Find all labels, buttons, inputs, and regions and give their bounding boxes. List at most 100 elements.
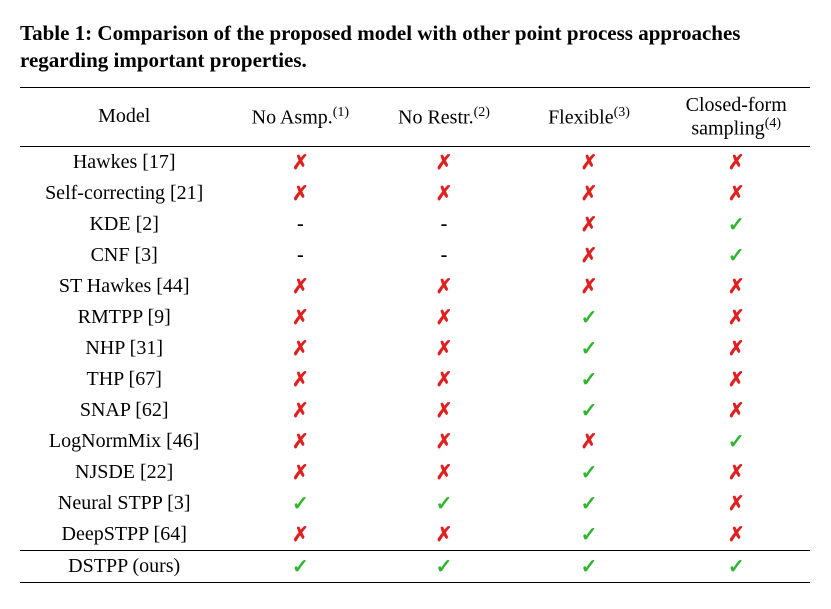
cross-icon: ✗ bbox=[581, 245, 598, 267]
property-cell: ✗ bbox=[228, 457, 372, 488]
property-cell: ✗ bbox=[372, 147, 515, 179]
cross-icon: ✗ bbox=[292, 307, 309, 329]
property-cell: ✗ bbox=[662, 488, 810, 519]
cross-icon: ✗ bbox=[292, 152, 309, 174]
check-icon: ✓ bbox=[728, 214, 745, 236]
col-header-flexible: Flexible(3) bbox=[516, 87, 663, 147]
property-cell: ✗ bbox=[228, 426, 372, 457]
table-row: SNAP [62]✗✗✓✗ bbox=[20, 395, 810, 426]
property-cell: ✗ bbox=[516, 209, 663, 240]
property-cell: ✗ bbox=[516, 426, 663, 457]
property-cell: - bbox=[228, 240, 372, 271]
property-cell: ✓ bbox=[372, 488, 515, 519]
dash-icon: - bbox=[441, 244, 448, 266]
cross-icon: ✗ bbox=[728, 183, 745, 205]
table-row: Self-correcting [21]✗✗✗✗ bbox=[20, 178, 810, 209]
cross-icon: ✗ bbox=[436, 524, 453, 546]
property-cell: ✓ bbox=[372, 551, 515, 583]
check-icon: ✓ bbox=[728, 556, 745, 578]
cross-icon: ✗ bbox=[292, 431, 309, 453]
property-cell: ✓ bbox=[516, 519, 663, 551]
table-row: DeepSTPP [64]✗✗✓✗ bbox=[20, 519, 810, 551]
model-name-cell: THP [67] bbox=[20, 364, 228, 395]
dash-icon: - bbox=[297, 213, 304, 235]
model-name-cell: NHP [31] bbox=[20, 333, 228, 364]
property-cell: ✗ bbox=[662, 178, 810, 209]
cross-icon: ✗ bbox=[436, 152, 453, 174]
check-icon: ✓ bbox=[581, 338, 598, 360]
property-cell: ✗ bbox=[228, 271, 372, 302]
cross-icon: ✗ bbox=[292, 462, 309, 484]
model-name-cell: DSTPP (ours) bbox=[20, 551, 228, 583]
property-cell: ✓ bbox=[516, 364, 663, 395]
table-row-ours: DSTPP (ours)✓✓✓✓ bbox=[20, 551, 810, 583]
col-header-no-restr-sup: (2) bbox=[474, 105, 490, 120]
model-name-cell: Neural STPP [3] bbox=[20, 488, 228, 519]
property-cell: ✓ bbox=[516, 333, 663, 364]
cross-icon: ✗ bbox=[728, 152, 745, 174]
property-cell: ✗ bbox=[372, 302, 515, 333]
model-name-cell: ST Hawkes [44] bbox=[20, 271, 228, 302]
check-icon: ✓ bbox=[292, 556, 309, 578]
property-cell: - bbox=[372, 209, 515, 240]
cross-icon: ✗ bbox=[436, 183, 453, 205]
property-cell: ✗ bbox=[228, 364, 372, 395]
property-cell: ✗ bbox=[228, 147, 372, 179]
property-cell: ✗ bbox=[228, 333, 372, 364]
cross-icon: ✗ bbox=[728, 400, 745, 422]
property-cell: ✗ bbox=[372, 426, 515, 457]
cross-icon: ✗ bbox=[292, 400, 309, 422]
cross-icon: ✗ bbox=[728, 524, 745, 546]
col-header-no-asmp-sup: (1) bbox=[333, 105, 349, 120]
dash-icon: - bbox=[297, 244, 304, 266]
table-row: ST Hawkes [44]✗✗✗✗ bbox=[20, 271, 810, 302]
property-cell: ✓ bbox=[228, 551, 372, 583]
model-name-cell: SNAP [62] bbox=[20, 395, 228, 426]
col-header-flexible-label: Flexible bbox=[548, 106, 614, 128]
col-header-model: Model bbox=[20, 87, 228, 147]
check-icon: ✓ bbox=[728, 245, 745, 267]
check-icon: ✓ bbox=[581, 307, 598, 329]
check-icon: ✓ bbox=[581, 369, 598, 391]
table-row: LogNormMix [46]✗✗✗✓ bbox=[20, 426, 810, 457]
col-header-no-restr: No Restr.(2) bbox=[372, 87, 515, 147]
property-cell: ✓ bbox=[662, 240, 810, 271]
property-cell: ✗ bbox=[662, 457, 810, 488]
property-cell: ✗ bbox=[372, 271, 515, 302]
dash-icon: - bbox=[441, 213, 448, 235]
property-cell: ✓ bbox=[516, 488, 663, 519]
property-cell: ✗ bbox=[516, 178, 663, 209]
col-header-closed-form-line1: Closed-form bbox=[686, 94, 787, 116]
check-icon: ✓ bbox=[581, 524, 598, 546]
cross-icon: ✗ bbox=[436, 338, 453, 360]
cross-icon: ✗ bbox=[436, 307, 453, 329]
property-cell: ✗ bbox=[662, 302, 810, 333]
model-name-cell: CNF [3] bbox=[20, 240, 228, 271]
property-cell: ✗ bbox=[662, 519, 810, 551]
col-header-closed-form-sup: (4) bbox=[765, 116, 781, 131]
property-cell: ✓ bbox=[662, 209, 810, 240]
table-row: KDE [2]--✗✓ bbox=[20, 209, 810, 240]
property-cell: ✗ bbox=[662, 395, 810, 426]
cross-icon: ✗ bbox=[728, 338, 745, 360]
cross-icon: ✗ bbox=[728, 462, 745, 484]
cross-icon: ✗ bbox=[436, 369, 453, 391]
check-icon: ✓ bbox=[436, 493, 453, 515]
property-cell: ✓ bbox=[228, 488, 372, 519]
property-cell: ✓ bbox=[516, 457, 663, 488]
cross-icon: ✗ bbox=[436, 431, 453, 453]
cross-icon: ✗ bbox=[292, 276, 309, 298]
property-cell: ✗ bbox=[662, 364, 810, 395]
property-cell: ✗ bbox=[228, 395, 372, 426]
model-name-cell: NJSDE [22] bbox=[20, 457, 228, 488]
table-row: NHP [31] ✗ ✗ ✓ ✗ bbox=[20, 333, 810, 364]
col-header-model-label: Model bbox=[98, 105, 150, 127]
property-cell: ✗ bbox=[372, 395, 515, 426]
cross-icon: ✗ bbox=[436, 276, 453, 298]
cross-icon: ✗ bbox=[292, 338, 309, 360]
cross-icon: ✗ bbox=[581, 431, 598, 453]
property-cell: ✗ bbox=[228, 519, 372, 551]
property-cell: ✓ bbox=[516, 302, 663, 333]
property-cell: ✗ bbox=[372, 178, 515, 209]
property-cell: ✗ bbox=[516, 240, 663, 271]
